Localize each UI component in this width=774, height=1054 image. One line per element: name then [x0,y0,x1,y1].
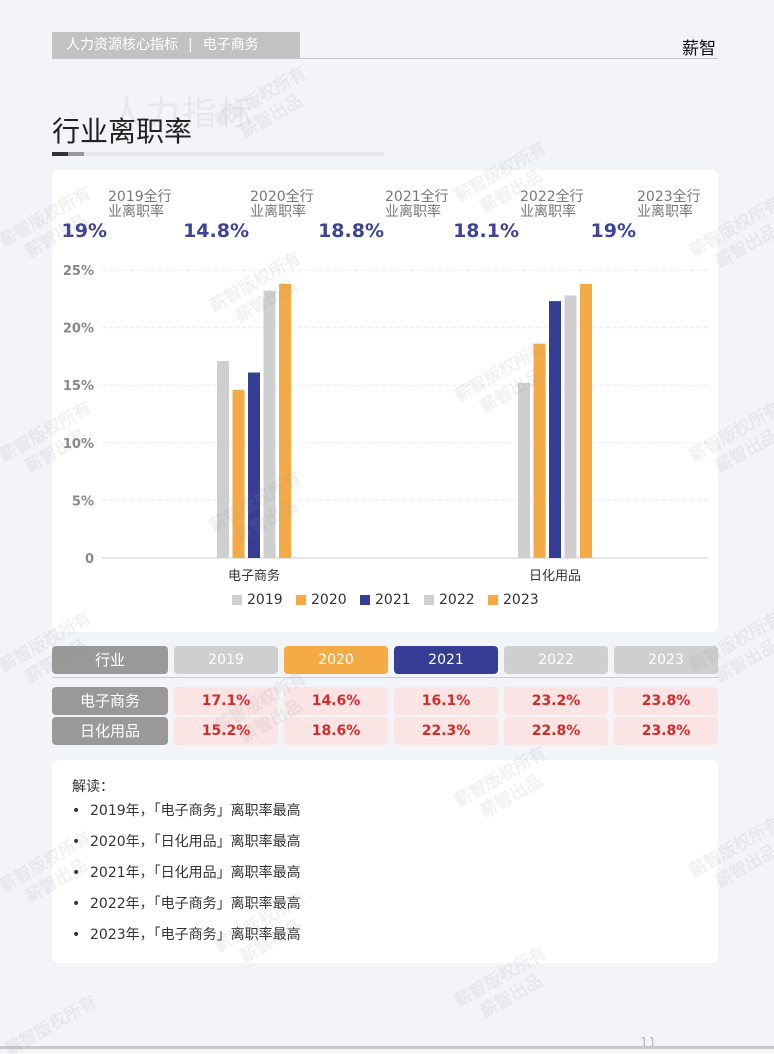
bar-chart: 0 5% 10% 15% 20% 25% 电子商务 日化用品 2019 2020 2021 2022 2… [63,264,708,608]
table-header-year: 2022 [504,646,608,674]
table-divider [52,677,718,678]
kpi-value: 14.8% [183,220,249,242]
y-tick-label: 10% [63,437,94,452]
brand-logo-text: 薪智 [682,39,716,59]
kpi-label: 2021全行业离职率 [385,189,449,220]
bar-2023 [279,283,291,558]
row-label: 日化用品 [52,717,168,745]
page-title: 行业离职率 [52,115,193,148]
kpi-value: 19% [590,220,636,242]
kpi-value: 19% [61,220,107,242]
kpi-2023: 19% 2023全行业离职率 [581,190,711,246]
list-item: 2022年，「电子商务」离职率最高 [72,895,301,926]
value-cell: 23.2% [504,687,608,715]
kpi-value: 18.1% [453,220,519,242]
list-item: 2019年，「电子商务」离职率最高 [72,802,301,833]
table-header-row: 行业 2019 2020 2021 2022 2023 [52,646,718,674]
table-row: 电子商务 17.1% 14.6% 16.1% 23.2% 23.8% [52,687,718,715]
bar-2019 [217,361,229,558]
y-tick-label: 25% [63,264,94,279]
bar-2019 [518,382,530,558]
title-underline [52,152,384,156]
table-header-industry: 行业 [52,646,168,674]
bar-2021 [248,372,260,558]
bar-2020 [533,343,546,558]
legend-swatch [296,595,306,605]
row-label: 电子商务 [52,687,168,715]
footer-divider [0,1046,774,1049]
insights-card: 解读： 2019年，「电子商务」离职率最高 2020年，「日化用品」离职率最高 … [52,760,718,963]
y-tick-label: 20% [63,322,94,337]
bar-2022 [263,290,276,558]
breadcrumb-section: 人力资源核心指标 [66,37,178,53]
table-header-year: 2023 [614,646,718,674]
watermark-line: 薪智出品 [477,970,546,1023]
watermark: 薪智版权所有 [1,991,100,1054]
legend-swatch [488,595,498,605]
legend-label: 2023 [503,592,539,608]
insights-heading: 解读： [72,779,114,795]
legend-label: 2021 [375,592,411,608]
x-tick-label: 日化用品 [529,569,581,584]
kpi-2019: 19% 2019全行业离职率 [52,190,182,246]
bar-2023 [580,283,592,558]
x-tick-label: 电子商务 [228,568,280,584]
kpi-label: 2023全行业离职率 [637,189,701,220]
y-tick-label: 0 [85,552,94,567]
value-cell: 23.8% [614,717,718,745]
kpi-label: 2019全行业离职率 [108,189,172,220]
legend-label: 2019 [247,592,283,608]
legend-swatch [360,595,370,605]
value-cell: 17.1% [174,687,278,715]
bar-2021 [549,301,561,558]
header-divider [52,58,718,59]
value-cell: 23.8% [614,687,718,715]
table-header-year: 2020 [284,646,388,674]
breadcrumb-industry: 电子商务 [202,37,259,53]
kpi-2021: 18.8% 2021全行业离职率 [318,189,459,246]
bar-2020 [232,389,245,558]
legend-label: 2022 [439,592,475,608]
y-tick-label: 15% [63,379,94,394]
table-header-year: 2019 [174,646,278,674]
title-underline-accent [52,152,68,156]
kpi-2020: 14.8% 2020全行业离职率 [183,189,324,246]
kpi-2022: 18.1% 2022全行业离职率 [453,189,594,246]
legend-label: 2020 [311,592,347,608]
kpi-label: 2022全行业离职率 [520,189,584,220]
bar-2022 [564,295,577,558]
y-tick-label: 5% [72,494,94,509]
legend-swatch [232,595,242,605]
table-header-year: 2021 [394,646,498,674]
breadcrumb: 人力资源核心指标 | 电子商务 [52,32,300,58]
value-cell: 15.2% [174,717,278,745]
value-cell: 14.6% [284,687,388,715]
value-cell: 18.6% [284,717,388,745]
value-cell: 22.3% [394,717,498,745]
value-cell: 22.8% [504,717,608,745]
kpi-label: 2020全行业离职率 [250,189,314,220]
list-item: 2021年，「日化用品」离职率最高 [72,864,301,895]
value-cell: 16.1% [394,687,498,715]
list-item: 2020年，「日化用品」离职率最高 [72,833,301,864]
title-underline-accent-2 [68,152,84,156]
breadcrumb-separator: | [188,37,193,53]
watermark-line: 薪智版权所有 [1,991,101,1054]
table-row: 日化用品 15.2% 18.6% 22.3% 22.8% 23.8% [52,717,718,745]
list-item: 2023年，「电子商务」离职率最高 [72,926,301,957]
chart-card: 19% 2019全行业离职率 14.8% 2020全行业离职率 18.8% 20… [52,170,718,632]
insights-list: 2019年，「电子商务」离职率最高 2020年，「日化用品」离职率最高 2021… [72,802,301,957]
kpi-value: 18.8% [318,220,384,242]
ghost-title: 人力指标 [110,94,254,134]
legend-swatch [424,595,434,605]
